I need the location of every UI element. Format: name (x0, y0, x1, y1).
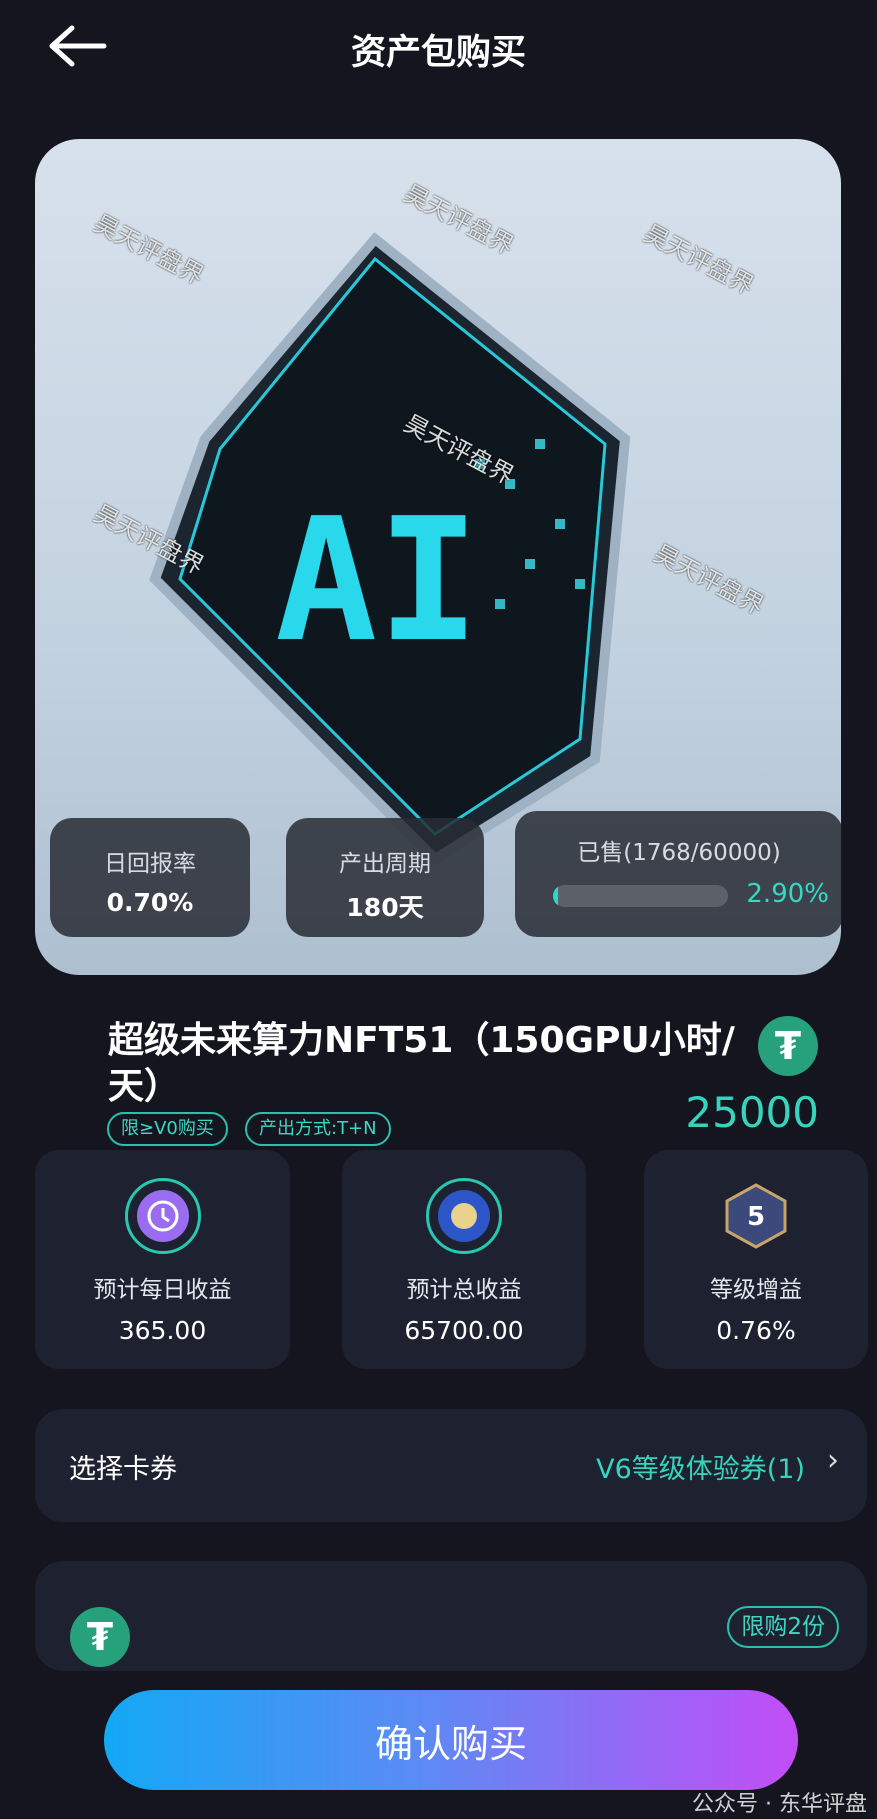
page-title: 资产包购买 (350, 33, 526, 73)
coin-icon (426, 1178, 502, 1254)
stat-label: 产出周期 (339, 851, 431, 877)
tag-output-mode: 产出方式:T+N (245, 1112, 391, 1146)
stat-value: 180天 (346, 893, 424, 922)
svg-text:5: 5 (747, 1202, 765, 1232)
feature-value: 0.76% (716, 1316, 796, 1345)
stat-sold: 已售(1768/60000) 2.90% (515, 811, 841, 937)
purchase-limit-badge: 限购2份 (727, 1606, 839, 1648)
arrow-left-icon[interactable] (44, 22, 108, 70)
source-watermark: 公众号 · 东华评盘 (692, 1792, 867, 1817)
coupon-selector[interactable]: 选择卡券 V6等级体验券(1) › (35, 1409, 867, 1522)
stat-label: 已售(1768/60000) (577, 840, 781, 866)
clock-icon (124, 1178, 201, 1254)
confirm-purchase-button[interactable]: 确认购买 (104, 1690, 798, 1790)
svg-text:AI: AI (275, 482, 480, 680)
stat-label: 日回报率 (104, 851, 196, 877)
usdt-icon: ₮ (70, 1607, 130, 1667)
feature-value: 65700.00 (404, 1316, 524, 1345)
feature-daily-income: 预计每日收益 365.00 (35, 1150, 290, 1369)
product-name: 超级未来算力NFT51（150GPU小时/天） (108, 1020, 735, 1107)
feature-total-income: 预计总收益 65700.00 (342, 1150, 586, 1369)
feature-label: 预计总收益 (406, 1277, 522, 1303)
sold-percent: 2.90% (746, 879, 829, 909)
product-image: AI 日回报率 0.70% 产出周期 180天 已售(1768/60000) 2… (35, 139, 841, 975)
feature-level-bonus: 5 等级增益 0.76% (644, 1150, 868, 1369)
stat-value: 0.70% (106, 888, 194, 917)
feature-value: 365.00 (118, 1316, 207, 1345)
usdt-icon: ₮ (758, 1016, 818, 1076)
feature-label: 等级增益 (710, 1277, 802, 1303)
ai-chip-illustration: AI (149, 232, 631, 866)
level-badge-icon: 5 (718, 1178, 794, 1254)
tag-level-limit: 限≥V0购买 (107, 1112, 228, 1146)
coupon-label: 选择卡券 (69, 1454, 177, 1485)
chevron-right-icon: › (827, 1443, 839, 1478)
product-price: 25000 (685, 1088, 819, 1137)
feature-label: 预计每日收益 (93, 1277, 232, 1303)
coupon-value: V6等级体验券(1) (596, 1454, 805, 1485)
header: 资产包购买 (0, 0, 877, 95)
stat-daily-return: 日回报率 0.70% (50, 818, 250, 937)
quantity-card: ₮ 限购2份 (35, 1561, 867, 1671)
sold-progress-bar (553, 885, 728, 907)
stat-output-period: 产出周期 180天 (286, 818, 484, 937)
